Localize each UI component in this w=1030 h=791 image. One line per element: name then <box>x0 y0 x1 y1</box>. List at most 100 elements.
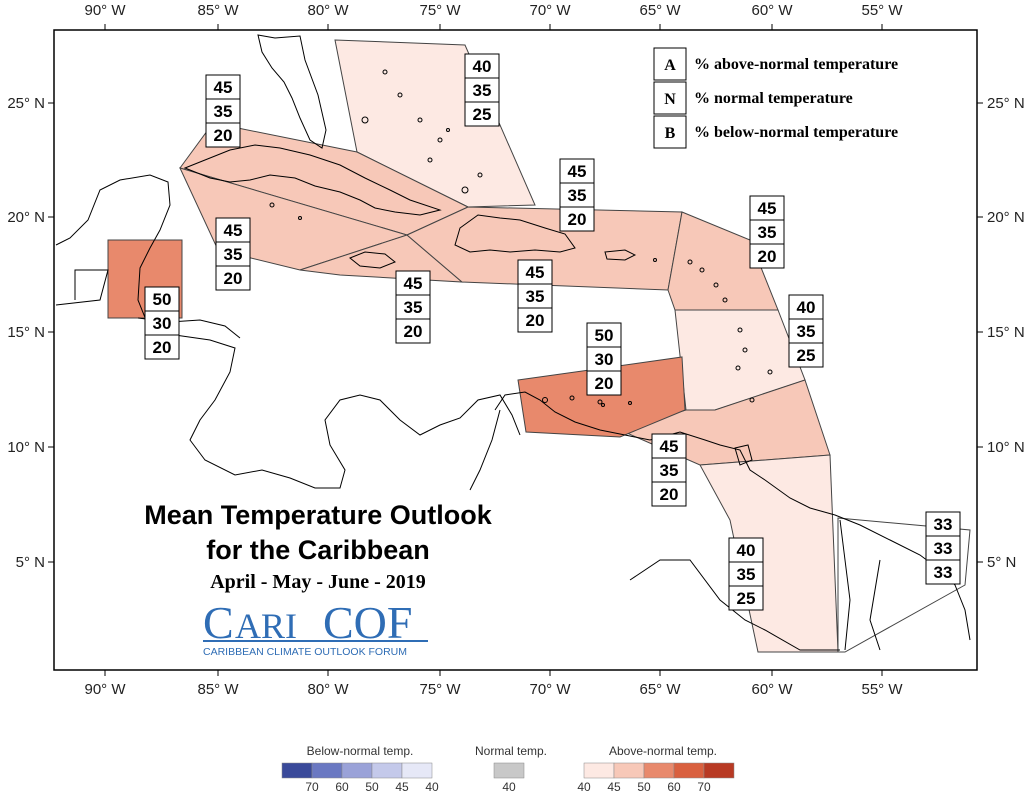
lat-label-right: 15° N <box>987 324 1025 341</box>
coast-central-america <box>55 174 521 489</box>
prob-cell <box>925 559 961 585</box>
logo-letters-ari: ARI <box>235 606 297 646</box>
key-description: % normal temperature <box>694 90 853 107</box>
coast-hispaniola <box>454 214 576 253</box>
prob-value: 20 <box>224 269 243 288</box>
prob-value: 35 <box>568 186 587 205</box>
lon-label-top: 60° W <box>751 2 793 19</box>
prob-cell <box>517 283 553 309</box>
lat-label-left: 25° N <box>7 95 45 112</box>
scale-title: Above-normal temp. <box>609 744 717 758</box>
prob-value: 20 <box>404 322 423 341</box>
prob-cell <box>651 481 687 507</box>
prob-value: 45 <box>526 263 545 282</box>
prob-value: 35 <box>224 245 243 264</box>
coast-jamaica <box>349 251 396 269</box>
prob-box-belize: 50 30 20 <box>144 286 180 360</box>
prob-cell <box>517 307 553 333</box>
prob-value: 45 <box>758 199 777 218</box>
title-block: Mean Temperature Outlook for the Caribbe… <box>144 500 493 593</box>
scale-swatch <box>613 762 645 779</box>
prob-value: 35 <box>797 322 816 341</box>
prob-cell <box>215 241 251 267</box>
prob-box-leeward-islands: 45 35 20 <box>749 195 785 269</box>
prob-box-windward-islands: 40 35 25 <box>788 294 824 368</box>
scale-swatch <box>703 762 735 779</box>
prob-cell <box>651 433 687 459</box>
scale-tick: 45 <box>395 780 409 791</box>
scale-title: Below-normal temp. <box>307 744 414 758</box>
longitude-axis-bottom: 90° W 85° W 80° W 75° W 70° W 65° W 60° W 55° W <box>84 670 903 698</box>
coastlines <box>55 34 971 651</box>
prob-cell <box>464 101 500 127</box>
scale-tick: 45 <box>607 780 621 791</box>
key-letter-box <box>653 115 687 149</box>
scale-below: Below-normal temp. 70 60 50 45 40 <box>281 744 439 791</box>
scale-swatch <box>493 762 525 779</box>
prob-cell <box>925 511 961 537</box>
scale-swatch <box>371 762 403 779</box>
lat-label-right: 5° N <box>987 554 1016 571</box>
lon-label-bottom: 90° W <box>84 681 126 698</box>
prob-value: 25 <box>797 346 816 365</box>
lon-label-top: 80° W <box>307 2 349 19</box>
lat-label-right: 25° N <box>987 95 1025 112</box>
lon-label-top: 65° W <box>639 2 681 19</box>
prob-value: 45 <box>224 221 243 240</box>
scale-swatch <box>401 762 433 779</box>
prob-cell <box>144 334 180 360</box>
prob-cell <box>651 457 687 483</box>
prob-box-abc-islands: 50 30 20 <box>586 322 622 396</box>
key-letter-box <box>653 81 687 115</box>
latitude-axis-left: 25° N 20° N 15° N 10° N 5° N <box>7 95 54 571</box>
lat-label-left: 20° N <box>7 209 45 226</box>
scale-title: Normal temp. <box>475 744 547 758</box>
key-description: % below-normal temperature <box>694 124 898 141</box>
lon-label-bottom: 75° W <box>419 681 461 698</box>
prob-cell <box>395 270 431 296</box>
prob-value: 45 <box>568 162 587 181</box>
prob-box-puerto-rico: 45 35 20 <box>559 158 595 232</box>
prob-cell <box>586 322 622 348</box>
prob-value: 35 <box>473 81 492 100</box>
region-abc <box>517 356 686 438</box>
prob-value: 40 <box>797 298 816 317</box>
lat-label-left: 15° N <box>7 324 45 341</box>
lon-label-bottom: 85° W <box>197 681 239 698</box>
prob-cell <box>559 158 595 184</box>
prob-cell <box>925 535 961 561</box>
scale-normal: Normal temp. 40 <box>475 744 547 791</box>
key-letter: N <box>664 91 676 108</box>
key-letter: B <box>665 125 676 142</box>
prob-value: 33 <box>934 539 953 558</box>
logo-letters-cof: COF <box>323 597 412 648</box>
prob-value: 35 <box>758 223 777 242</box>
lon-label-top: 85° W <box>197 2 239 19</box>
prob-box-cayman-islands: 45 35 20 <box>215 217 251 291</box>
prob-value: 33 <box>934 563 953 582</box>
lon-label-bottom: 65° W <box>639 681 681 698</box>
prob-box-trinidad-and-tobago: 45 35 20 <box>651 433 687 507</box>
scale-tick: 50 <box>365 780 379 791</box>
prob-value: 20 <box>595 374 614 393</box>
prob-cell <box>205 74 241 100</box>
coast-florida <box>257 34 327 149</box>
prob-value: 45 <box>660 437 679 456</box>
prob-box-cuba: 45 35 20 <box>205 74 241 148</box>
scale-tick: 40 <box>425 780 439 791</box>
logo-letter-c: C <box>203 597 234 648</box>
prob-value: 20 <box>660 485 679 504</box>
prob-value: 20 <box>214 126 233 145</box>
prob-value: 35 <box>404 298 423 317</box>
prob-cell <box>749 243 785 269</box>
scale-swatch <box>583 762 615 779</box>
lat-label-right: 10° N <box>987 439 1025 456</box>
scale-swatch <box>281 762 313 779</box>
scale-tick: 70 <box>697 780 711 791</box>
prob-value: 45 <box>214 78 233 97</box>
prob-value: 30 <box>595 350 614 369</box>
lon-label-top: 90° W <box>84 2 126 19</box>
title-line-2: for the Caribbean <box>206 535 430 565</box>
longitude-axis-top: 90° W 85° W 80° W 75° W 70° W 65° W 60° W 55° W <box>84 2 903 30</box>
